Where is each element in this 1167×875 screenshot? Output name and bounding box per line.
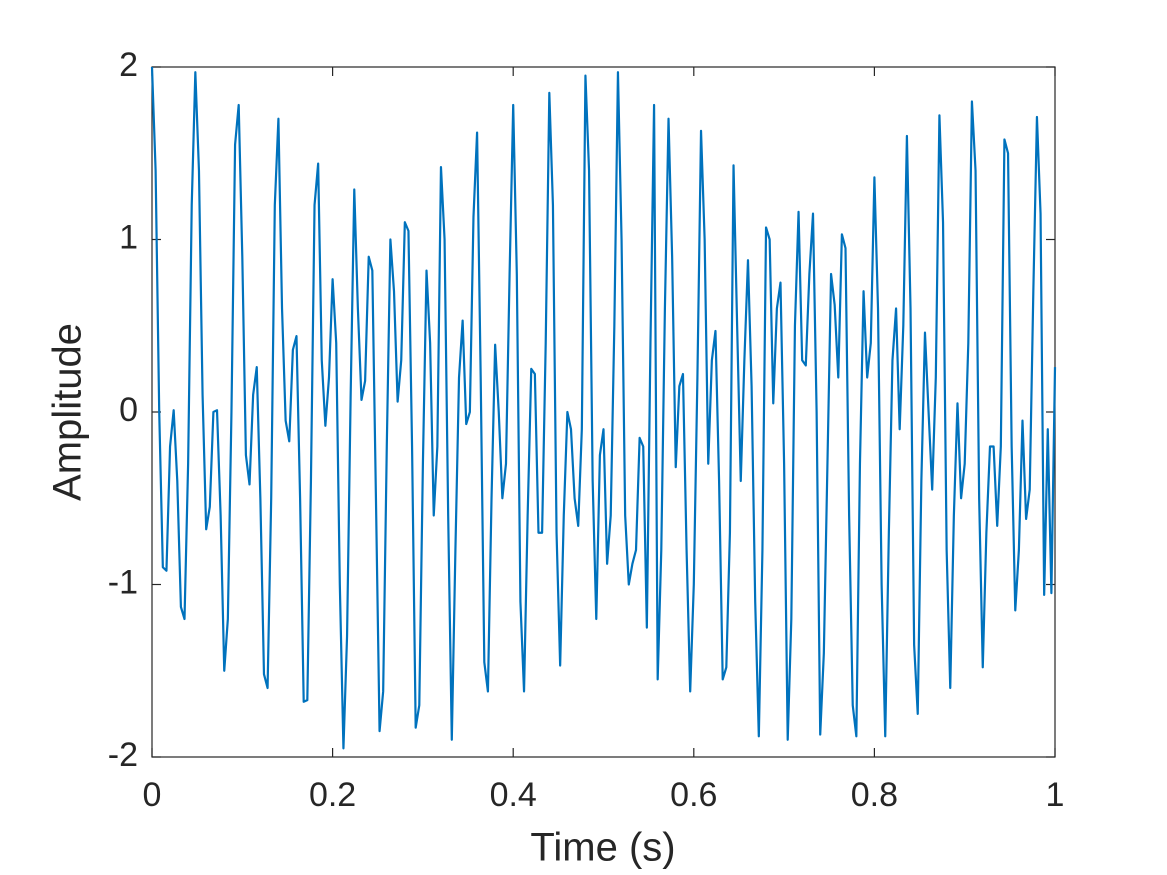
x-tick-label: 0 <box>143 776 162 814</box>
x-axis-label: Time (s) <box>530 826 675 870</box>
signal-line <box>150 66 1057 750</box>
y-tick-label: -1 <box>108 563 138 601</box>
x-tick-label: 0.8 <box>851 776 898 814</box>
x-tick-label: 0.4 <box>490 776 537 814</box>
y-tick-label: 2 <box>119 46 138 84</box>
x-tick-label: 0.6 <box>670 776 717 814</box>
x-tick-label: 0.2 <box>309 776 356 814</box>
y-axis-label: Amplitude <box>46 323 90 501</box>
y-tick-label: 1 <box>119 218 138 256</box>
y-tick-label: -2 <box>108 736 138 774</box>
y-tick-label: 0 <box>119 391 138 429</box>
x-tick-label: 1 <box>1046 776 1065 814</box>
